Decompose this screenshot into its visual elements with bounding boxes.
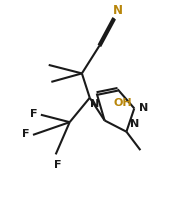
Text: F: F bbox=[30, 109, 37, 119]
Text: OH: OH bbox=[113, 98, 132, 108]
Text: F: F bbox=[22, 129, 30, 139]
Text: N: N bbox=[113, 4, 123, 17]
Text: N: N bbox=[139, 103, 148, 113]
Text: N: N bbox=[90, 99, 100, 109]
Text: N: N bbox=[130, 119, 139, 129]
Text: F: F bbox=[54, 160, 61, 170]
